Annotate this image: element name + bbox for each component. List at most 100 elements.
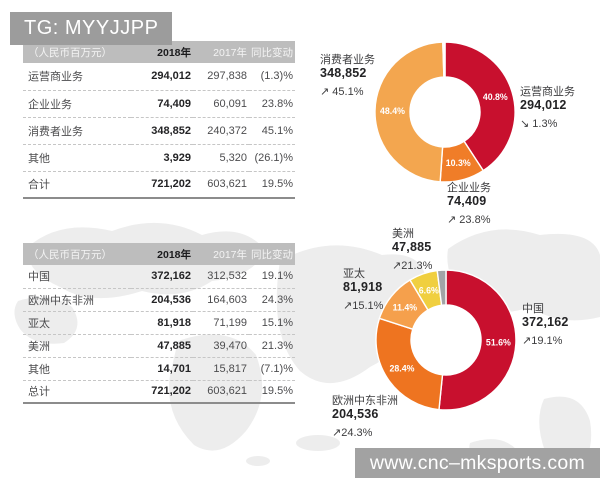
cell-v2017: 39,470 [193,333,249,357]
cell-v2017: 240,372 [193,116,249,144]
cell-change: 45.1% [249,116,295,144]
callout-change: ↗ 23.8% [447,214,491,226]
donut-hole [410,77,480,147]
cell-label: 美洲 [23,333,131,357]
segment-percent-label: 40.8% [483,92,508,102]
callout-value: 74,409 [447,194,487,208]
cell-v2017: 60,091 [193,89,249,117]
trend-down-icon: ↘ [520,118,530,130]
region-donut-chart: 51.6% 28.4% 11.4% 6.6% [375,269,517,411]
cell-change: (1.3)% [260,70,293,83]
table-row: 美洲 47,885 39,470 21.3% [23,333,295,357]
cell-v2018: 14,701 [131,356,193,380]
table-row: 运营商业务 294,012 297,838 (1.3)% [23,63,295,90]
segment-percent-label: 11.4% [393,302,418,312]
trend-up-icon: ↗ [447,214,457,226]
callout-label: 企业业务 [447,182,491,194]
callout-consumer-business: 消费者业务 348,852 ↗ 45.1% [320,54,375,99]
cell-label: 企业业务 [23,89,131,117]
table-row: 亚太 81,918 71,199 15.1% [23,310,295,334]
callout-value: 294,012 [520,98,567,112]
cell-v2017: 5,320 [193,143,249,171]
cell-v2018: 204,536 [131,287,193,311]
cell-change: (26.1)% [249,143,295,171]
callout-label: 消费者业务 [320,54,375,66]
cell-v2018: 47,885 [131,333,193,357]
callout-change: ↗24.3% [332,427,373,439]
callout-value: 348,852 [320,66,367,80]
cell-v2017: 15,817 [193,356,249,380]
column-header-unit: （人民币百万元） [23,41,131,63]
cell-v2018: 372,162 [151,270,191,283]
site-watermark: www.cnc–mksports.com [355,448,600,478]
cell-change: 19.5% [249,170,295,199]
table-header-row: （人民币百万元） 2018年 2017年 同比变动 [23,243,295,265]
donut-segment [374,41,445,183]
callout-china: 中国 372,162 ↗19.1% [522,303,569,348]
table-row: 中国 372,162 312,532 19.1% [23,265,295,288]
callout-change: ↘ 1.3% [520,118,558,130]
cell-label: 其他 [23,356,131,380]
callout-americas: 美洲 47,885 ↗21.3% [392,228,432,273]
trend-up-icon: ↗ [320,86,330,98]
cell-v2017: 312,532 [207,270,247,283]
donut-segment [375,317,444,411]
cell-v2018: 3,929 [131,143,193,171]
trend-up-icon: ↗ [332,427,342,439]
table-row: 其他 3,929 5,320 (26.1)% [23,143,295,171]
cell-label: 运营商业务 [28,71,83,84]
callout-change: ↗ 45.1% [320,86,364,98]
callout-label: 亚太 [343,268,365,280]
donut-segment [442,41,446,78]
cell-change: (7.1)% [249,356,295,380]
cell-v2017: 71,199 [193,310,249,334]
callout-value: 372,162 [522,315,569,329]
callout-label: 运营商业务 [520,86,575,98]
cell-change: 24.3% [249,287,295,311]
callout-change: ↗21.3% [392,260,433,272]
column-header-2017: 2017年 [193,41,249,63]
table-row: 消费者业务 348,852 240,372 45.1% [23,116,295,144]
cell-v2018: 81,918 [131,310,193,334]
cell-change: 23.8% [249,89,295,117]
donut-segment [438,269,517,411]
cell-v2017: 603,621 [193,170,249,199]
callout-value: 47,885 [392,240,432,254]
cell-label: 亚太 [23,310,131,334]
table-header-row: （人民币百万元） 2018年 2017年 同比变动 [23,41,295,63]
table-total-row: 总计 721,202 603,621 19.5% [23,379,295,404]
callout-label: 中国 [522,303,544,315]
trend-up-icon: ↗ [392,260,402,272]
cell-label: 消费者业务 [23,116,131,144]
tag-watermark: TG: MYYJJPP [10,12,173,45]
donut-segment [436,269,447,307]
cell-v2017: 164,603 [193,287,249,311]
callout-label: 欧洲中东非洲 [332,395,398,407]
cell-label: 合计 [23,170,131,199]
cell-v2017: 297,838 [207,70,247,83]
callout-asia-pacific: 亚太 81,918 ↗15.1% [343,268,383,313]
cell-v2018: 721,202 [131,170,193,199]
column-header-change: 同比变动 [249,243,295,265]
cell-label: 其他 [23,143,131,171]
cell-label: 总计 [23,379,131,404]
cell-label: 欧洲中东非洲 [23,287,131,311]
table-total-row: 合计 721,202 603,621 19.5% [23,170,295,199]
column-header-change: 同比变动 [249,41,295,63]
column-header-2017: 2017年 [193,243,249,265]
column-header-2018: 2018年 [131,41,193,63]
region-revenue-table: （人民币百万元） 2018年 2017年 同比变动 中国 372,162 312,5… [23,243,295,404]
callout-change: ↗19.1% [522,335,563,347]
trend-up-icon: ↗ [522,335,532,347]
cell-change: 19.1% [261,270,293,283]
cell-v2018: 348,852 [131,116,193,144]
cell-label: 中国 [28,271,50,284]
column-header-unit: （人民币百万元） [23,243,131,265]
business-donut-chart: 40.8% 10.3% 48.4% [374,41,516,183]
donut-svg: 40.8% 10.3% 48.4% [374,41,516,183]
callout-enterprise-business: 企业业务 74,409 ↗ 23.8% [447,182,491,227]
callout-label: 美洲 [392,228,414,240]
cell-v2018: 74,409 [131,89,193,117]
trend-up-icon: ↗ [343,300,353,312]
table-row: 企业业务 74,409 60,091 23.8% [23,89,295,117]
